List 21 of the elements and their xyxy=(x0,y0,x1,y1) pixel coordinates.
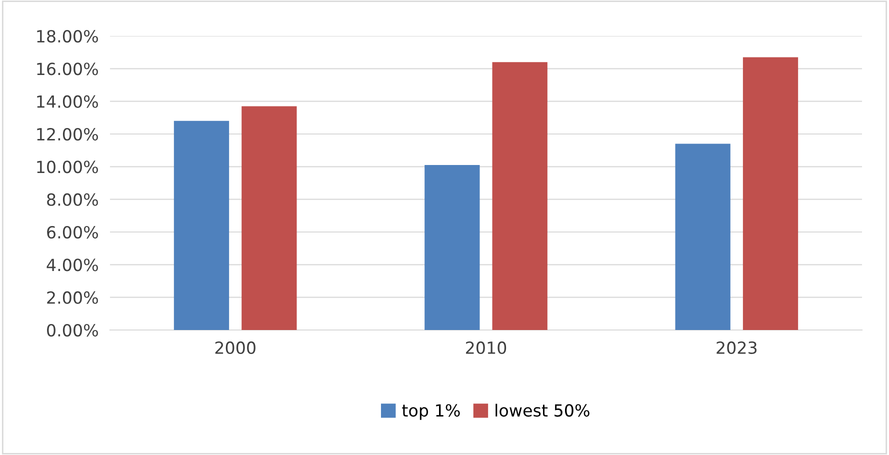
bar xyxy=(492,62,548,330)
legend-label: top 1% xyxy=(402,404,460,420)
y-tick-label: 6.00% xyxy=(47,226,98,239)
bar xyxy=(424,165,480,330)
bar xyxy=(174,120,230,330)
y-tick-label: 18.00% xyxy=(37,30,98,43)
legend-label: lowest 50% xyxy=(496,404,590,417)
y-tick-label: 10.00% xyxy=(37,160,98,174)
y-tick-label: 2.00% xyxy=(47,291,98,304)
y-tick-label: 12.00% xyxy=(37,128,98,141)
x-tick-label: 2000 xyxy=(215,341,256,354)
bar xyxy=(742,57,798,330)
y-tick-label: 14.00% xyxy=(37,95,98,108)
y-tick-label: 4.00% xyxy=(46,258,98,272)
y-tick-label: 8.00% xyxy=(47,193,98,206)
x-tick-label: 2023 xyxy=(716,341,757,354)
x-tick-label: 2010 xyxy=(466,341,506,354)
bar xyxy=(242,106,297,330)
y-tick-label: 16.00% xyxy=(37,62,98,76)
y-tick-label: 0.00% xyxy=(47,324,98,337)
bar xyxy=(675,144,730,330)
